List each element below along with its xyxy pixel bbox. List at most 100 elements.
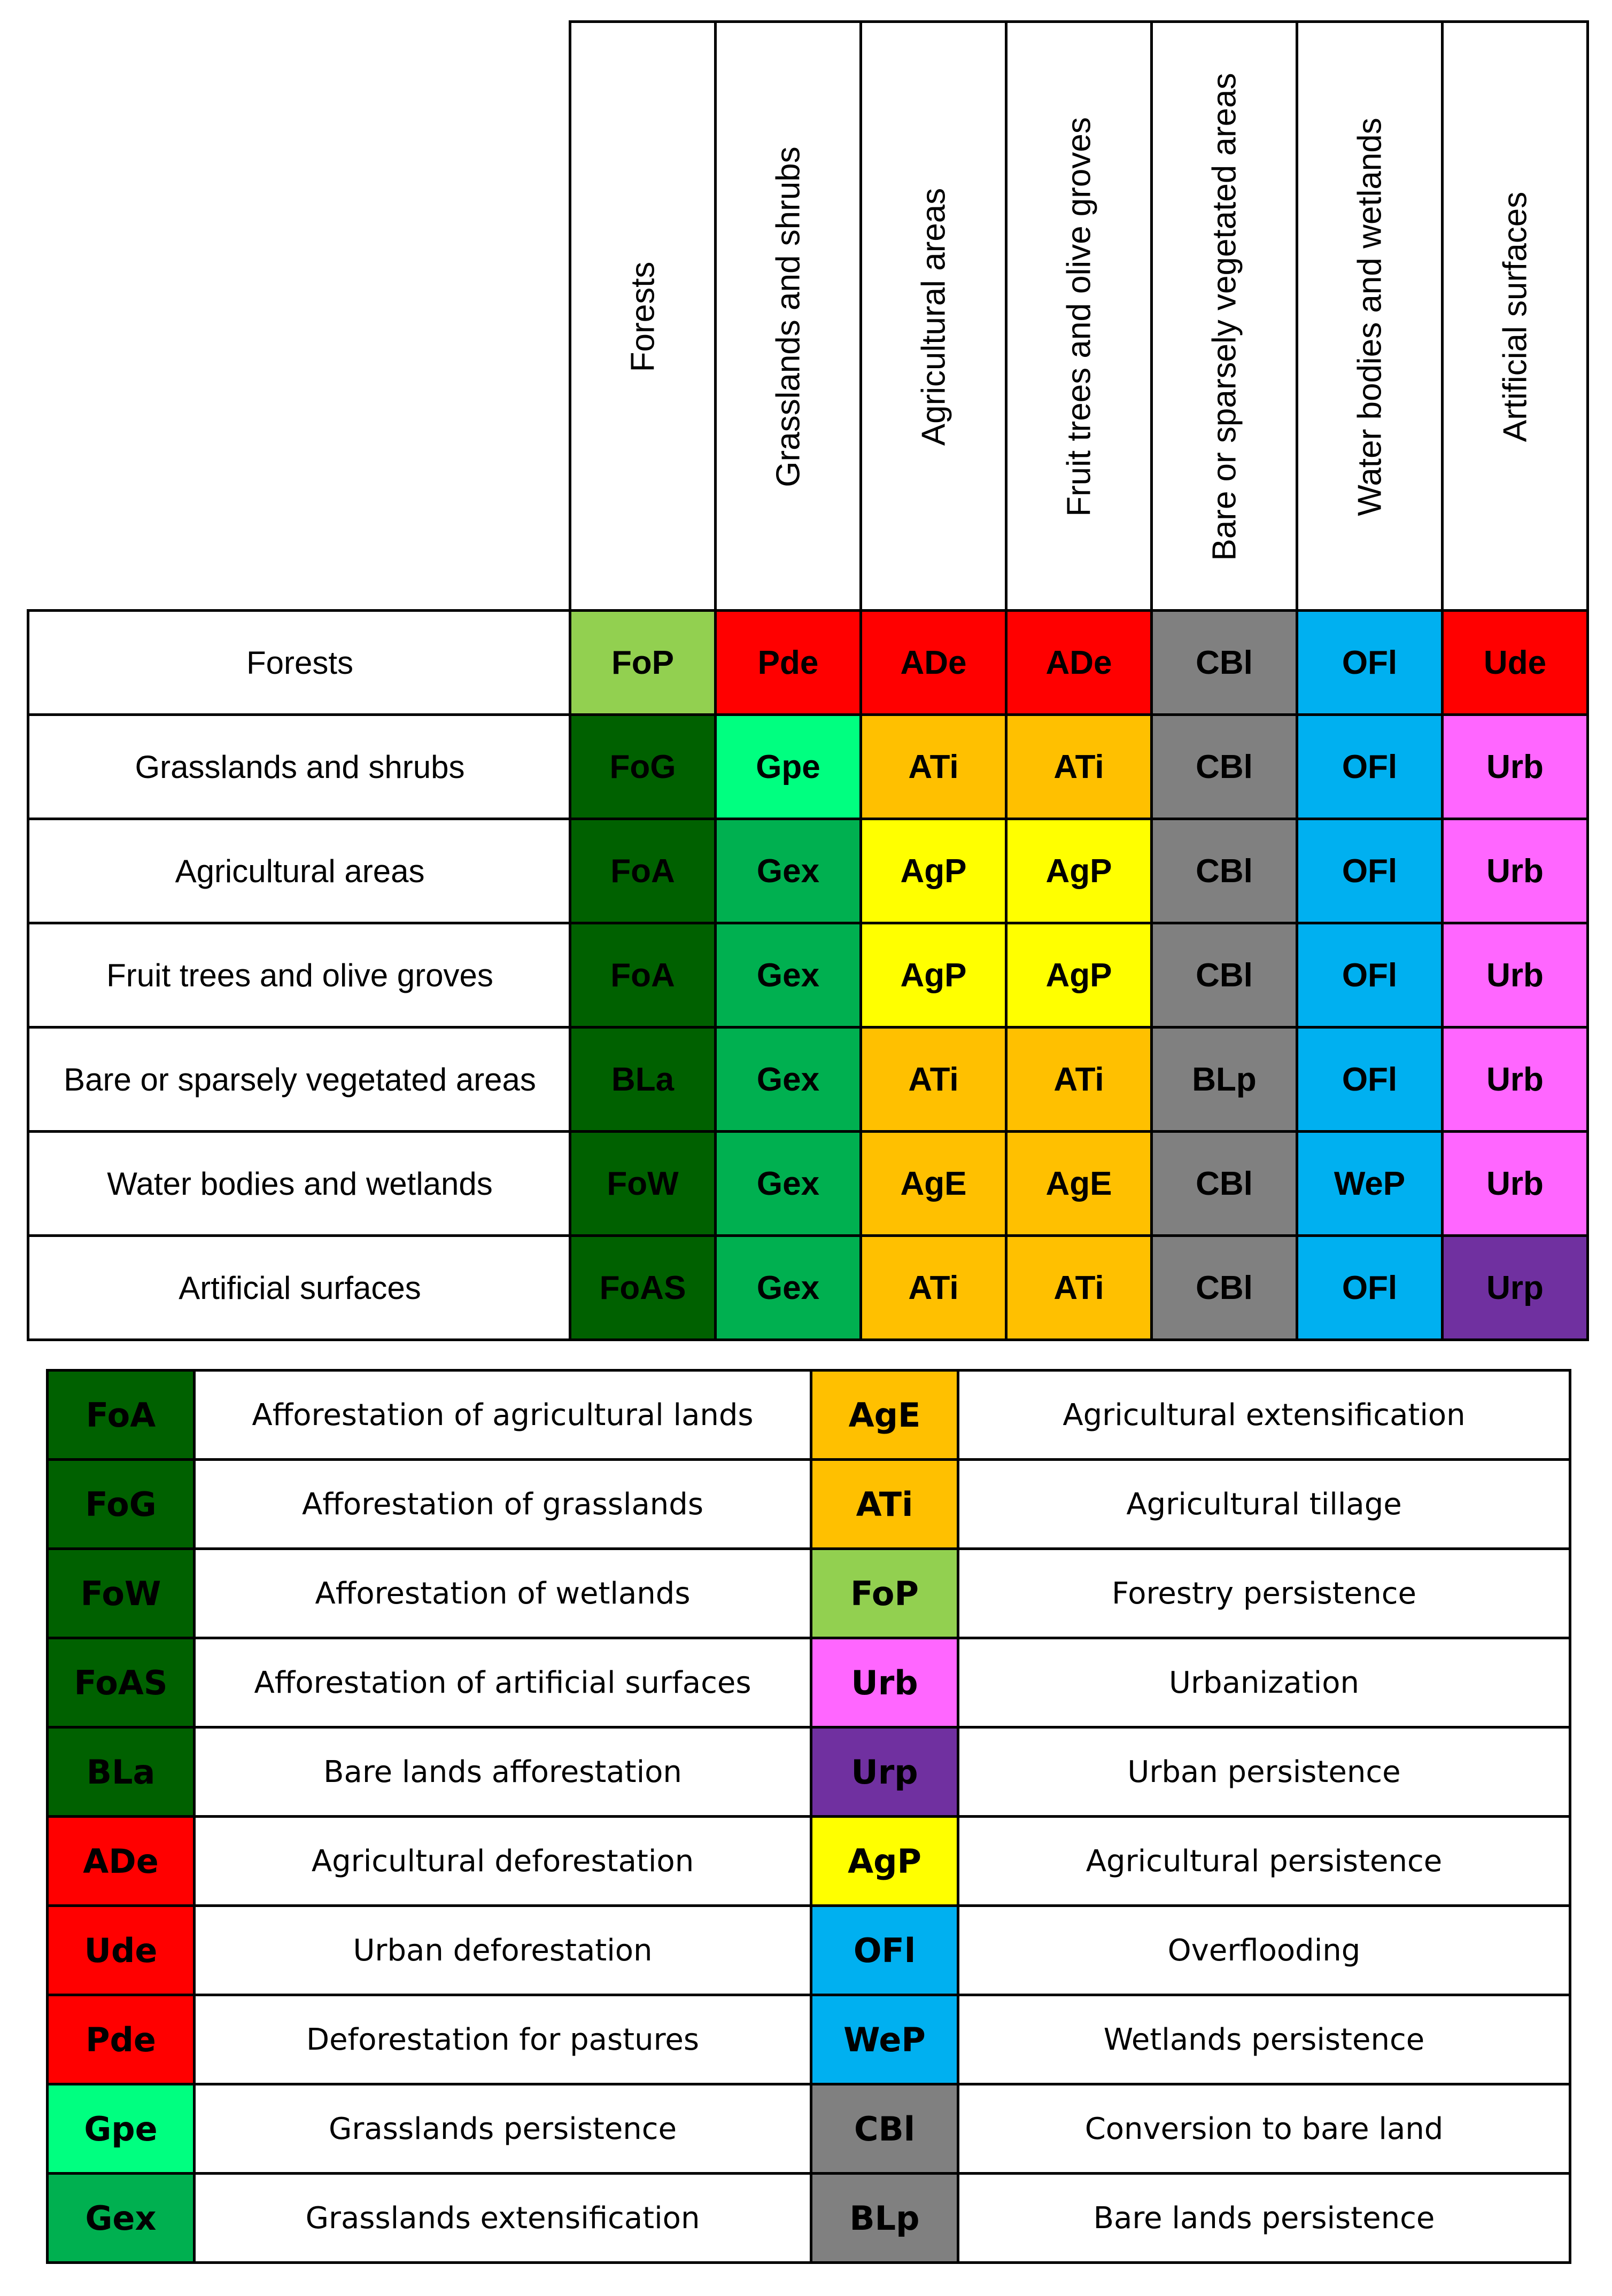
legend-description: Afforestation of artificial surfaces	[193, 1637, 812, 1729]
legend-description: Afforestation of grasslands	[193, 1458, 812, 1550]
legend-code-cbl: CBl	[810, 2083, 959, 2175]
column-header-bare-or-sparsely-vegetated-areas: Bare or sparsely vegetated areas	[1150, 20, 1298, 613]
matrix-cell-ofl: OFl	[1296, 1234, 1444, 1341]
matrix-cell-ofl: OFl	[1296, 609, 1444, 716]
matrix-cell-gex: Gex	[714, 1234, 862, 1341]
legend-code-ude: Ude	[46, 1904, 196, 1996]
legend-code-age: AgE	[810, 1369, 959, 1461]
legend-code-fop: FoP	[810, 1547, 959, 1639]
legend-table: FoA Afforestation of agricultural lands Fo…	[0, 1363, 1612, 2296]
matrix-cell-ati: ATi	[1005, 713, 1153, 820]
matrix-cell-gpe: Gpe	[714, 713, 862, 820]
legend-description: Conversion to bare land	[957, 2083, 1571, 2175]
matrix-cell-gex: Gex	[714, 1130, 862, 1237]
legend-description: Agricultural extensification	[957, 1369, 1571, 1461]
matrix-cell-gex: Gex	[714, 922, 862, 1029]
matrix-cell-urb: Urb	[1441, 1130, 1589, 1237]
matrix-cell-cbl: CBl	[1150, 922, 1298, 1029]
legend-code-blp: BLp	[810, 2172, 959, 2264]
legend-description: Bare lands persistence	[957, 2172, 1571, 2264]
legend-description: Grasslands extensification	[193, 2172, 812, 2264]
legend-code-fog: FoG	[46, 1458, 196, 1550]
matrix-cell-ofl: OFl	[1296, 818, 1444, 924]
matrix-cell-ade: ADe	[859, 609, 1007, 716]
matrix-cell-urb: Urb	[1441, 1026, 1589, 1133]
legend-code-urp: Urp	[810, 1726, 959, 1818]
matrix-cell-age: AgE	[859, 1130, 1007, 1237]
column-header-label: Grasslands and shrubs	[770, 146, 807, 487]
matrix-cell-urp: Urp	[1441, 1234, 1589, 1341]
legend-description: Afforestation of agricultural lands	[193, 1369, 812, 1461]
matrix-cell-ati: ATi	[859, 1026, 1007, 1133]
row-header-fruit-trees-and-olive-groves: Fruit trees and olive groves	[27, 922, 573, 1029]
row-header-forests: Forests	[27, 609, 573, 716]
matrix-cell-foa: FoA	[569, 922, 717, 1029]
matrix-cell-wep: WeP	[1296, 1130, 1444, 1237]
legend-description: Deforestation for pastures	[193, 1994, 812, 2085]
matrix-cell-fop: FoP	[569, 609, 717, 716]
matrix-cell-cbl: CBl	[1150, 818, 1298, 924]
legend-code-wep: WeP	[810, 1994, 959, 2085]
legend-code-foa: FoA	[46, 1369, 196, 1461]
row-header-agricultural-areas: Agricultural areas	[27, 818, 573, 924]
row-header-water-bodies-and-wetlands: Water bodies and wetlands	[27, 1130, 573, 1237]
legend-description: Bare lands afforestation	[193, 1726, 812, 1818]
legend-description: Wetlands persistence	[957, 1994, 1571, 2085]
matrix-cell-agp: AgP	[859, 818, 1007, 924]
legend-description: Urban deforestation	[193, 1904, 812, 1996]
column-header-label: Forests	[624, 261, 661, 372]
matrix-cell-cbl: CBl	[1150, 1130, 1298, 1237]
legend-code-ati: ATi	[810, 1458, 959, 1550]
column-header-agricultural-areas: Agricultural areas	[859, 20, 1007, 613]
matrix-cell-cbl: CBl	[1150, 1234, 1298, 1341]
matrix-cell-ati: ATi	[1005, 1026, 1153, 1133]
legend-description: Forestry persistence	[957, 1547, 1571, 1639]
matrix-cell-foas: FoAS	[569, 1234, 717, 1341]
row-header-grasslands-and-shrubs: Grasslands and shrubs	[27, 713, 573, 820]
matrix-cell-pde: Pde	[714, 609, 862, 716]
column-header-fruit-trees-and-olive-groves: Fruit trees and olive groves	[1005, 20, 1153, 613]
row-header-bare-or-sparsely-vegetated-areas: Bare or sparsely vegetated areas	[27, 1026, 573, 1133]
matrix-cell-agp: AgP	[1005, 818, 1153, 924]
matrix-cell-ade: ADe	[1005, 609, 1153, 716]
matrix-cell-ofl: OFl	[1296, 922, 1444, 1029]
matrix-cell-ati: ATi	[1005, 1234, 1153, 1341]
matrix-cell-age: AgE	[1005, 1130, 1153, 1237]
matrix-cell-agp: AgP	[859, 922, 1007, 1029]
matrix-cell-gex: Gex	[714, 1026, 862, 1133]
column-header-label: Agricultural areas	[915, 188, 952, 446]
column-header-water-bodies-and-wetlands: Water bodies and wetlands	[1296, 20, 1444, 613]
legend-description: Urbanization	[957, 1637, 1571, 1729]
legend-code-ofl: OFl	[810, 1904, 959, 1996]
legend-code-bla: BLa	[46, 1726, 196, 1818]
matrix-cell-ude: Ude	[1441, 609, 1589, 716]
column-header-forests: Forests	[569, 20, 717, 613]
matrix-cell-cbl: CBl	[1150, 713, 1298, 820]
legend-code-ade: ADe	[46, 1815, 196, 1907]
matrix-cell-agp: AgP	[1005, 922, 1153, 1029]
matrix-cell-blp: BLp	[1150, 1026, 1298, 1133]
legend-code-gpe: Gpe	[46, 2083, 196, 2175]
legend-description: Afforestation of wetlands	[193, 1547, 812, 1639]
legend-description: Urban persistence	[957, 1726, 1571, 1818]
legend-code-fow: FoW	[46, 1547, 196, 1639]
legend-description: Overflooding	[957, 1904, 1571, 1996]
row-header-artificial-surfaces: Artificial surfaces	[27, 1234, 573, 1341]
matrix-cell-fog: FoG	[569, 713, 717, 820]
matrix-cell-ati: ATi	[859, 1234, 1007, 1341]
matrix-cell-ati: ATi	[859, 713, 1007, 820]
matrix-cell-bla: BLa	[569, 1026, 717, 1133]
matrix-cell-cbl: CBl	[1150, 609, 1298, 716]
transition-matrix: Forests Grasslands and shrubs Agricultural…	[27, 20, 1589, 1341]
legend-code-pde: Pde	[46, 1994, 196, 2085]
legend-code-foas: FoAS	[46, 1637, 196, 1729]
matrix-cell-urb: Urb	[1441, 713, 1589, 820]
legend-code-agp: AgP	[810, 1815, 959, 1907]
legend-description: Agricultural deforestation	[193, 1815, 812, 1907]
matrix-cell-ofl: OFl	[1296, 713, 1444, 820]
column-header-grasslands-and-shrubs: Grasslands and shrubs	[714, 20, 862, 613]
matrix-cell-foa: FoA	[569, 818, 717, 924]
matrix-cell-urb: Urb	[1441, 922, 1589, 1029]
column-header-label: Bare or sparsely vegetated areas	[1206, 73, 1243, 561]
matrix-cell-urb: Urb	[1441, 818, 1589, 924]
